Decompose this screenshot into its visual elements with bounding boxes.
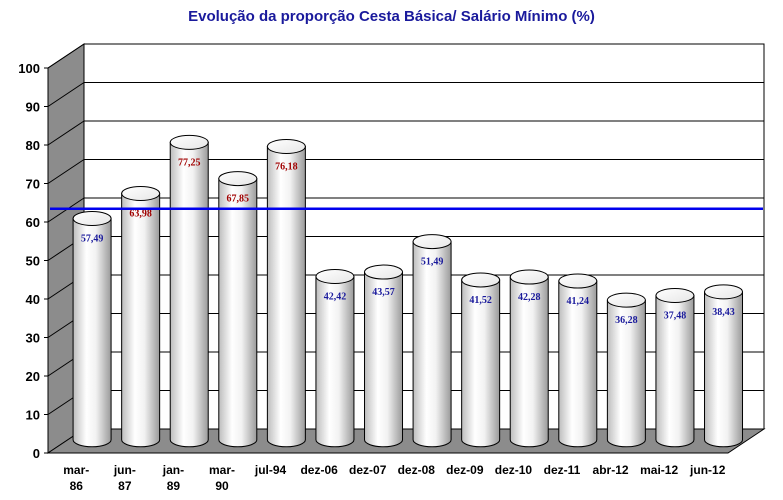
bar: 42,42 [315,268,355,448]
bar: 41,24 [558,273,598,448]
bar-body [655,295,695,448]
bar: 67,85 [218,171,258,448]
x-tick-label: jul-94 [254,463,287,477]
data-label: 43,57 [372,287,395,298]
bar: 38,43 [704,284,744,448]
bar: 63,98 [121,185,161,448]
bar-top [364,264,404,280]
y-tick-label: 10 [26,408,40,423]
bar-body [169,141,209,448]
bar: 57,49 [72,210,112,448]
x-tick-label: jun-87 [113,463,136,493]
data-label: 63,98 [129,208,152,219]
data-label: 42,28 [518,292,541,303]
bar: 42,28 [509,269,549,448]
x-tick-label: abr-12 [593,463,629,477]
y-tick-label: 80 [26,138,40,153]
bar-top [315,268,355,284]
y-tick-label: 50 [26,254,40,269]
x-tick-label: dez-08 [398,463,436,477]
x-tick-label: dez-09 [446,463,484,477]
bar-top [266,139,306,155]
bar: 41,52 [461,272,501,448]
x-tick-label: dez-11 [544,463,581,477]
bar-body [509,276,549,448]
x-tick-label: mar-90 [209,463,235,493]
bar-top [412,234,452,250]
bar: 43,57 [364,264,404,448]
gridline-side [47,159,85,184]
bar-body [461,279,501,448]
bar-top [218,171,258,187]
data-label: 42,42 [324,291,347,302]
bar-body [121,192,161,448]
y-tick-label: 70 [26,177,40,192]
bar: 36,28 [606,292,646,448]
bar-top [606,292,646,308]
data-label: 77,25 [178,157,201,168]
gridline-side [47,120,85,146]
y-tick-label: 60 [26,215,40,230]
bar-body [72,217,112,448]
data-label: 36,28 [615,315,638,326]
bar: 77,25 [169,134,209,448]
x-tick-label: dez-06 [300,463,338,477]
bar-body [704,291,744,448]
bar-top [72,210,112,226]
bar-body [558,280,598,448]
bar-body [218,178,258,448]
data-label: 41,52 [469,295,492,306]
y-tick-label: 30 [26,331,40,346]
bar-body [364,271,404,448]
y-tick-label: 40 [26,292,40,307]
data-label: 57,49 [81,233,104,244]
data-label: 41,24 [567,296,590,307]
chart-title: Evolução da proporção Cesta Básica/ Salá… [188,8,595,25]
data-label: 51,49 [421,257,444,268]
bar-body [412,241,452,448]
bar-top [704,284,744,300]
gridline-side [47,82,85,107]
bar: 51,49 [412,234,452,448]
x-tick-label: mar-86 [63,463,89,493]
x-tick-label: jan-89 [162,463,184,493]
y-tick-label: 20 [26,369,40,384]
data-label: 67,85 [227,194,250,205]
bar-body [266,146,306,448]
data-label: 37,48 [664,311,687,322]
x-tick-label: dez-10 [495,463,533,477]
bar: 37,48 [655,288,695,448]
bar-top [655,288,695,304]
bar: 76,18 [266,139,306,448]
y-tick-label: 0 [33,446,40,461]
bar-top [509,269,549,285]
y-tick-label: 100 [18,61,40,76]
bar-top [169,134,209,150]
bar-top [558,273,598,289]
gridline-side [47,43,85,69]
bar-top [461,272,501,288]
y-tick-label: 90 [26,100,40,115]
x-tick-label: mai-12 [640,463,678,477]
bar-top [121,185,161,201]
x-tick-label: jun-12 [689,463,726,477]
data-label: 38,43 [712,307,735,318]
data-label: 76,18 [275,162,298,173]
bar-body [315,275,355,448]
x-tick-label: dez-07 [349,463,387,477]
bar-body [606,299,646,448]
